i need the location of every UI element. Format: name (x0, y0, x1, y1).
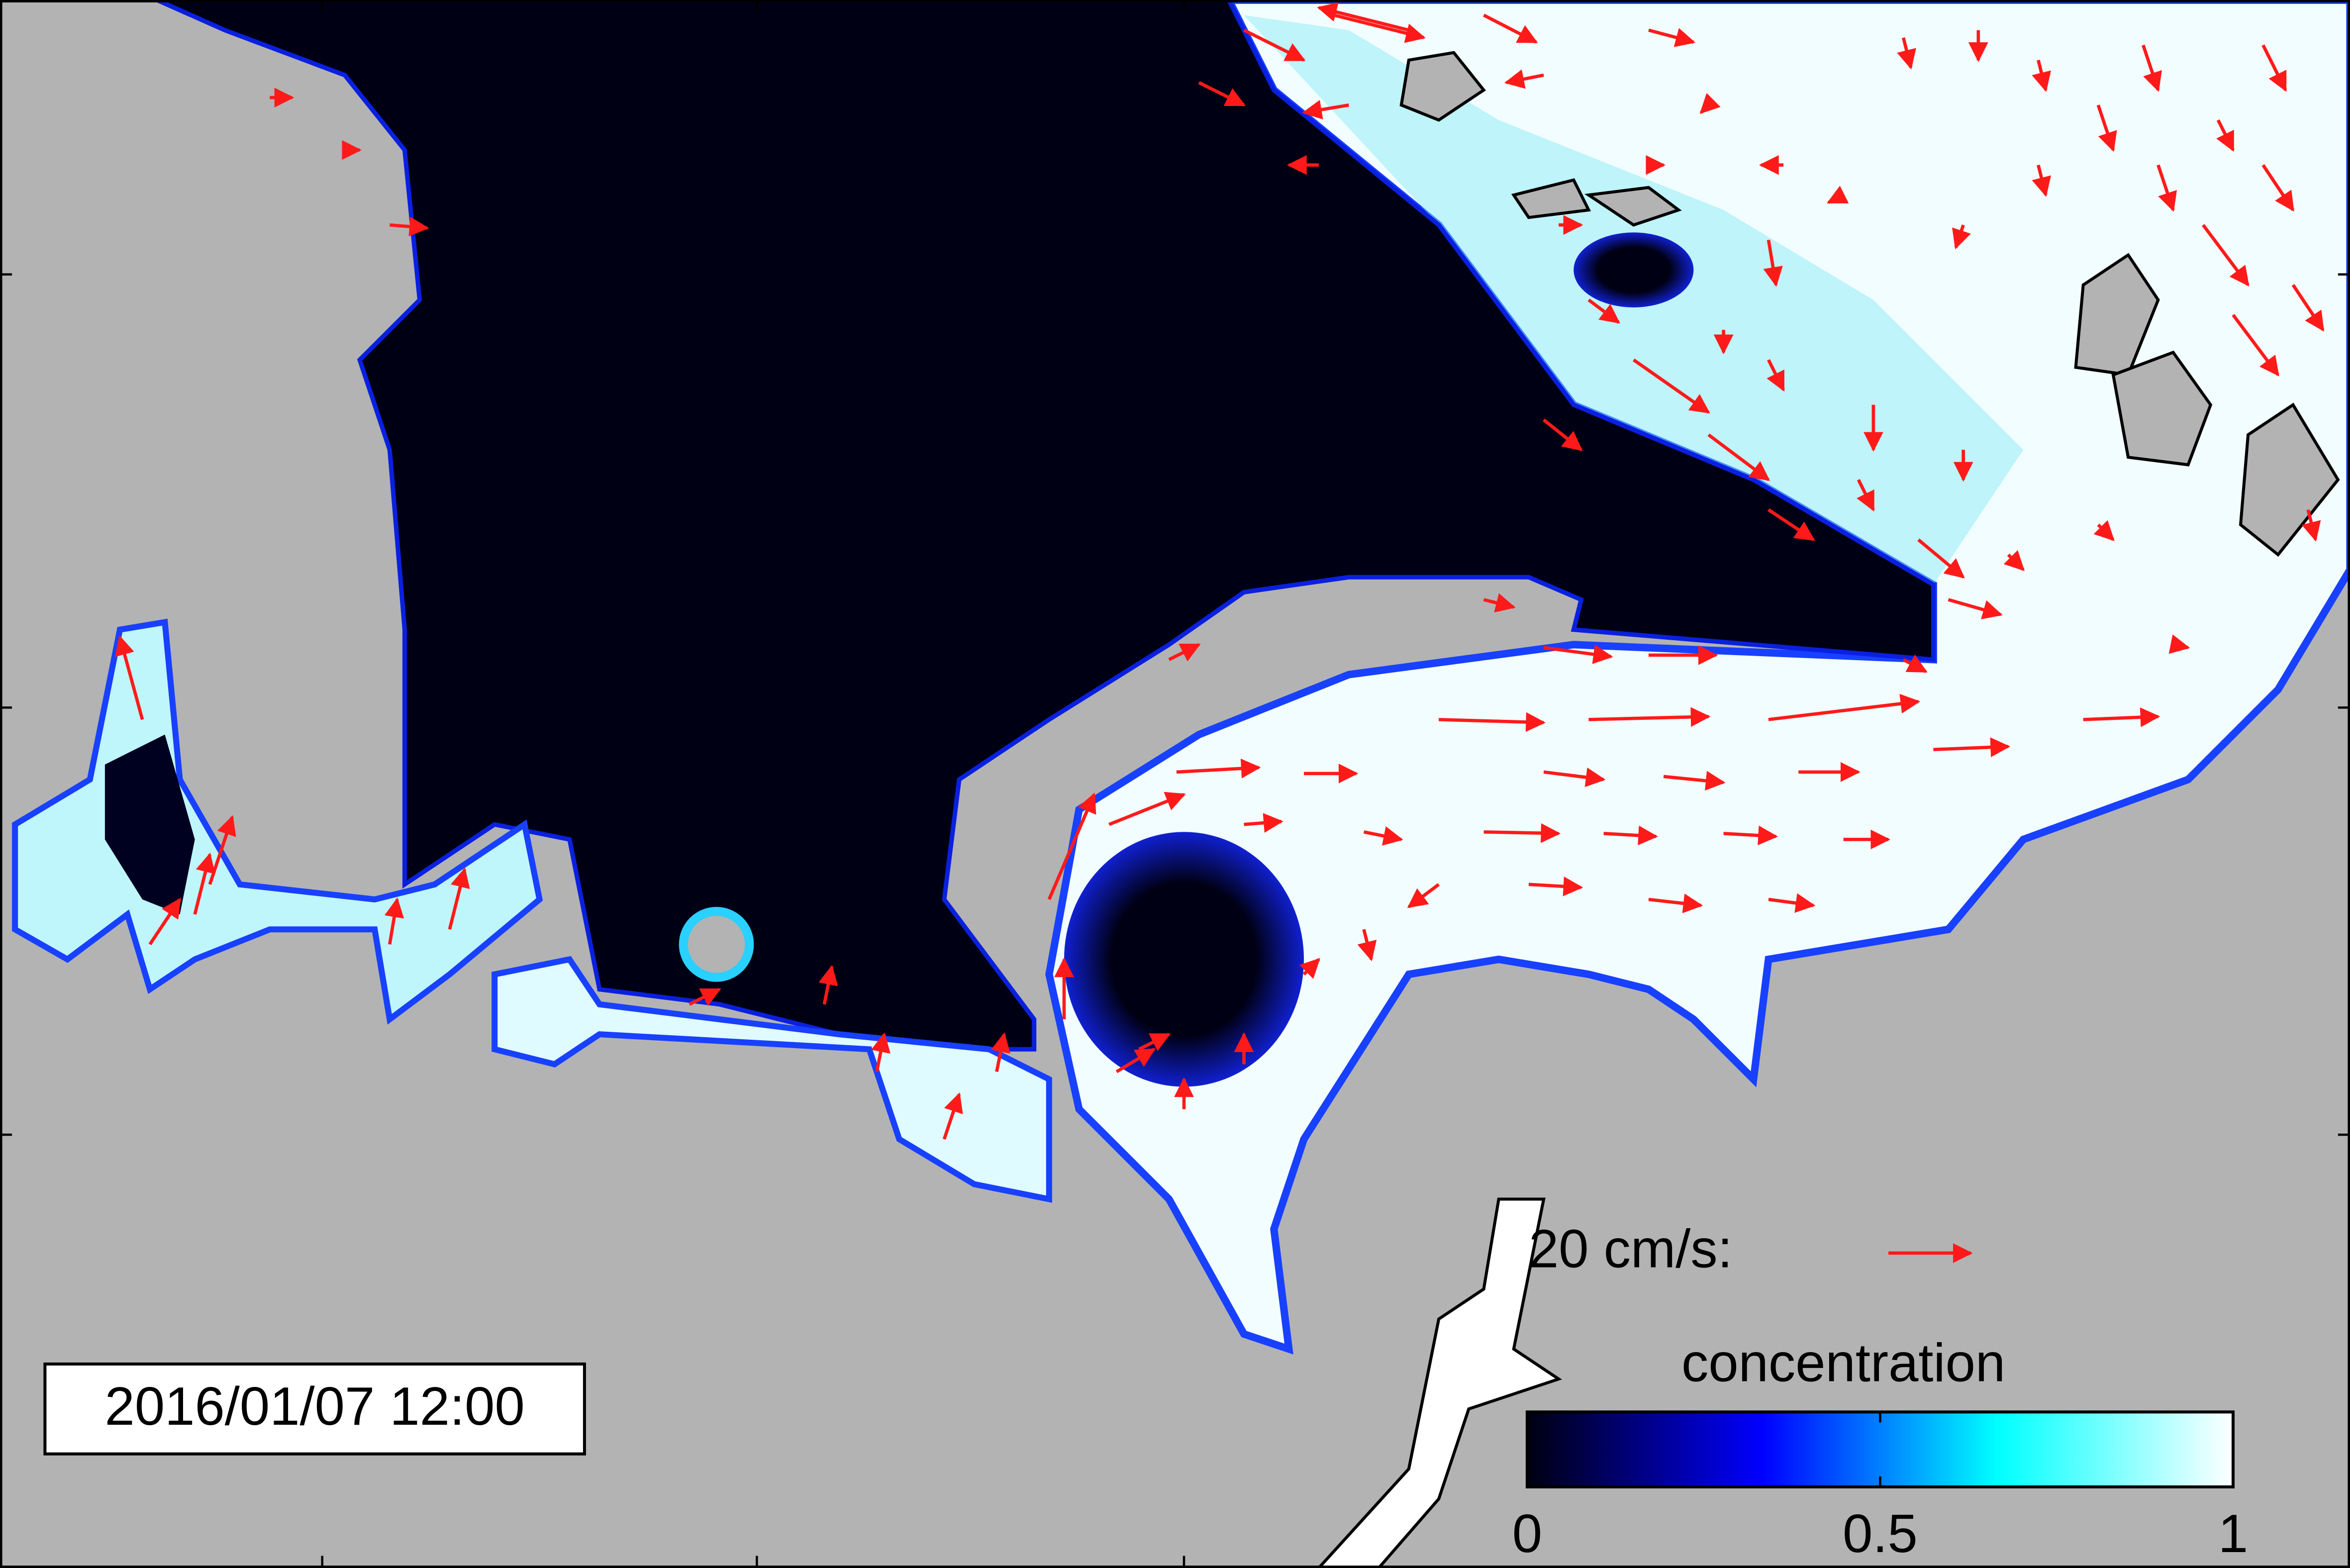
velocity-arrow (1299, 958, 1321, 979)
open-water (1064, 832, 1304, 1087)
ice-west-inner (104, 734, 195, 915)
velocity-arrow (1663, 771, 1726, 791)
velocity-arrow (1902, 654, 1928, 673)
velocity-arrow (1168, 643, 1201, 662)
velocity-arrow (1723, 825, 1778, 846)
vector-legend-label: 20 cm/s: (1529, 1219, 1733, 1279)
velocity-arrow (1648, 28, 1696, 47)
velocity-arrow (1407, 883, 1440, 908)
velocity-arrow (1768, 893, 1816, 913)
velocity-arrow (2083, 707, 2160, 727)
velocity-arrow (2093, 520, 2115, 541)
velocity-arrow (1243, 28, 1306, 62)
colorbar (1525, 1410, 2235, 1488)
velocity-arrow (1317, 2, 1409, 32)
velocity-arrow (1763, 239, 1783, 287)
colorbar-title: concentration (1681, 1333, 2005, 1393)
velocity-arrow (193, 852, 215, 915)
velocity-arrow (1363, 826, 1403, 846)
velocity-arrow (1543, 418, 1583, 451)
velocity-arrow (688, 987, 721, 1006)
open-water (1573, 232, 1694, 307)
velocity-arrow (991, 1032, 1011, 1073)
velocity-arrow (1504, 69, 1544, 89)
velocity-arrow (208, 815, 236, 885)
velocity-arrow (1699, 93, 1721, 114)
velocity-arrow (1587, 298, 1620, 324)
velocity-arrow (871, 1032, 891, 1073)
velocity-arrow (1483, 593, 1516, 613)
velocity-arrow (1357, 929, 1377, 962)
velocity-arrow (1108, 791, 1186, 826)
velocity-arrow (384, 897, 404, 945)
islands (1399, 51, 2340, 557)
velocity-arrow (2032, 60, 2052, 92)
ice-south (491, 956, 1052, 1203)
velocity-arrow (2032, 164, 2052, 197)
velocity-arrow (1633, 358, 1710, 414)
velocity-arrow (390, 216, 429, 237)
velocity-arrow (1948, 598, 2003, 619)
velocity-arrow (1707, 433, 1770, 482)
velocity-arrow (2301, 509, 2321, 542)
velocity-arrow (1897, 37, 1916, 70)
velocity-arrow (942, 1092, 963, 1140)
velocity-arrow (448, 867, 470, 930)
velocity-arrow (2232, 314, 2280, 377)
velocity-arrow (1543, 767, 1606, 787)
velocity-arrow (1483, 13, 1538, 44)
velocity-arrow (1917, 538, 1965, 579)
timestamp: 2016/01/07 12:00 (105, 1376, 525, 1436)
channel (1316, 1197, 1563, 1568)
velocity-arrow (1176, 758, 1261, 779)
island (679, 907, 754, 982)
velocity-arrow (1439, 712, 1546, 732)
velocity-arrow (2003, 550, 2025, 571)
velocity-arrows (115, 2, 2325, 1140)
velocity-arrow (1198, 81, 1246, 107)
velocity-arrow (1115, 1048, 1156, 1074)
velocity-arrow (1933, 737, 2011, 757)
velocity-arrow (1588, 707, 1711, 727)
velocity-arrow (148, 897, 182, 946)
velocity-arrow (1138, 1033, 1171, 1051)
velocity-arrow (2216, 119, 2235, 152)
velocity-arrow (1603, 825, 1659, 846)
velocity-arrow (1768, 693, 1921, 721)
velocity-arrow (1528, 876, 1583, 896)
velocity-arrow (1543, 644, 1613, 664)
velocity-arrow (1333, 13, 1426, 43)
velocity-arrow (1483, 823, 1561, 843)
velocity-arrow (1047, 792, 1096, 900)
velocity-arrow (115, 635, 144, 720)
timestamp-box (43, 1362, 586, 1456)
velocity-arrow (1952, 224, 1971, 250)
velocity-arrow (1302, 99, 1350, 120)
velocity-arrow (1767, 508, 1815, 541)
open-sea (156, 0, 1936, 1052)
velocity-arrow (2261, 164, 2295, 212)
velocity-arrow (2168, 634, 2190, 654)
velocity-arrow (818, 965, 838, 1005)
velocity-arrow (1857, 479, 1875, 512)
ice-west (12, 618, 543, 1025)
velocity-arrow (1766, 359, 1785, 392)
colorbar-tick-label: 1 (2218, 1503, 2248, 1564)
velocity-arrow (1244, 813, 1283, 833)
velocity-arrow (2142, 44, 2162, 92)
velocity-arrow (2261, 44, 2287, 92)
velocity-arrow (1827, 186, 1849, 204)
colorbar-tick-label: 0.5 (1843, 1503, 1918, 1564)
velocity-arrow (2096, 104, 2117, 152)
velocity-arrow (2156, 164, 2177, 212)
colorbar-tick-label: 0 (1512, 1503, 1542, 1564)
velocity-arrow (1648, 893, 1703, 913)
velocity-arrow (2291, 284, 2325, 332)
velocity-arrow (2202, 224, 2250, 287)
